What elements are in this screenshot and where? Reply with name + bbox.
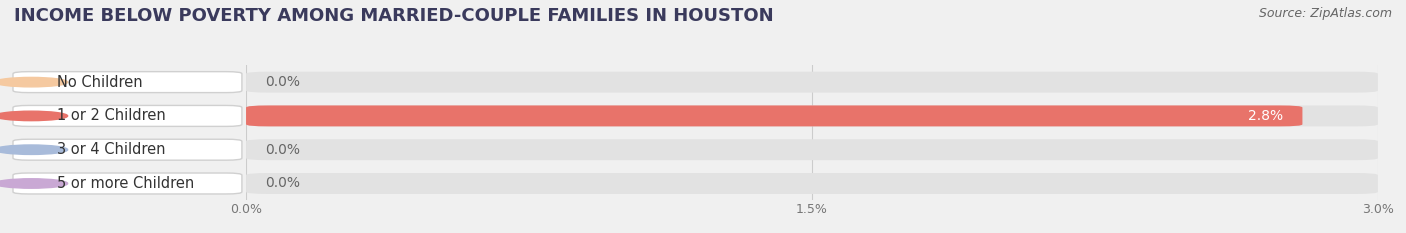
FancyBboxPatch shape: [246, 72, 1378, 93]
FancyBboxPatch shape: [246, 106, 1302, 126]
Text: 1 or 2 Children: 1 or 2 Children: [58, 108, 166, 123]
FancyBboxPatch shape: [13, 72, 242, 93]
FancyBboxPatch shape: [246, 173, 1378, 194]
Text: No Children: No Children: [58, 75, 143, 90]
FancyBboxPatch shape: [13, 173, 242, 194]
Text: Source: ZipAtlas.com: Source: ZipAtlas.com: [1258, 7, 1392, 20]
Text: 0.0%: 0.0%: [264, 75, 299, 89]
Circle shape: [0, 111, 67, 121]
FancyBboxPatch shape: [246, 139, 1378, 160]
Text: 0.0%: 0.0%: [264, 176, 299, 191]
Text: 2.8%: 2.8%: [1249, 109, 1284, 123]
Text: 5 or more Children: 5 or more Children: [58, 176, 194, 191]
FancyBboxPatch shape: [13, 139, 242, 160]
Text: 3 or 4 Children: 3 or 4 Children: [58, 142, 166, 157]
FancyBboxPatch shape: [246, 106, 1378, 126]
Text: 0.0%: 0.0%: [264, 143, 299, 157]
Circle shape: [0, 179, 67, 188]
Text: INCOME BELOW POVERTY AMONG MARRIED-COUPLE FAMILIES IN HOUSTON: INCOME BELOW POVERTY AMONG MARRIED-COUPL…: [14, 7, 773, 25]
FancyBboxPatch shape: [13, 106, 242, 126]
Circle shape: [0, 145, 67, 154]
Circle shape: [0, 77, 67, 87]
